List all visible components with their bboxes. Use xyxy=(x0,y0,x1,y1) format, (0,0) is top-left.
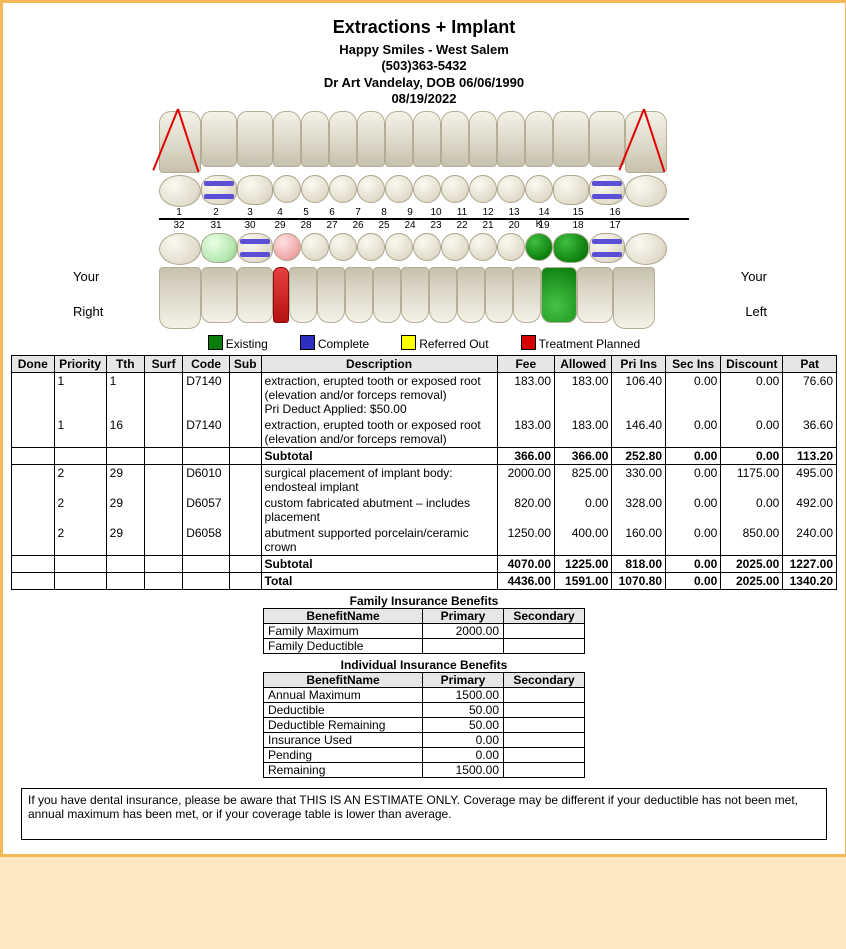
report-title: Extractions + Implant xyxy=(11,17,837,38)
legend-swatch xyxy=(208,335,223,350)
upper-occlusal-row xyxy=(159,175,689,207)
practice-phone: (503)363-5432 xyxy=(11,58,837,74)
side-label-left: Your Left xyxy=(741,269,767,321)
benefit-row: Deductible Remaining50.00 xyxy=(264,718,585,733)
side-label-right: Your Right xyxy=(73,269,103,321)
tooth-chart: Your Right Your Left 1234567891011121314… xyxy=(159,111,689,329)
legend: Existing Complete Referred Out Treatment Pl… xyxy=(11,335,837,351)
lower-numbers-row: 32313029282726252423222120191817 xyxy=(159,219,689,231)
benefit-row: Annual Maximum1500.00 xyxy=(264,688,585,703)
tx-row: 229D6058abutment supported porcelain/cer… xyxy=(12,525,837,556)
legend-item: Referred Out xyxy=(401,337,488,351)
legend-swatch xyxy=(300,335,315,350)
benefit-row: Family Deductible xyxy=(264,639,585,654)
legend-item: Treatment Planned xyxy=(521,337,641,351)
legend-item: Existing xyxy=(208,337,268,351)
tx-row: 116D7140extraction, erupted tooth or exp… xyxy=(12,417,837,448)
tx-subtotal: Subtotal366.00366.00252.800.000.00113.20 xyxy=(12,448,837,465)
legend-swatch xyxy=(521,335,536,350)
family-benefits-title: Family Insurance Benefits xyxy=(11,594,837,608)
benefit-row: Deductible50.00 xyxy=(264,703,585,718)
family-benefits-table: BenefitNamePrimarySecondaryFamily Maximu… xyxy=(263,608,585,654)
legend-item: Complete xyxy=(300,337,369,351)
report-header: Happy Smiles - West Salem (503)363-5432 … xyxy=(11,42,837,107)
legend-swatch xyxy=(401,335,416,350)
report-date: 08/19/2022 xyxy=(11,91,837,107)
tx-row: 229D6057custom fabricated abutment – inc… xyxy=(12,495,837,525)
tx-subtotal: Subtotal4070.001225.00818.000.002025.001… xyxy=(12,556,837,573)
upper-roots-row xyxy=(159,111,689,173)
patient-line: Dr Art Vandelay, DOB 06/06/1990 xyxy=(11,75,837,91)
lower-occlusal-row: K xyxy=(159,233,689,265)
benefit-row: Insurance Used0.00 xyxy=(264,733,585,748)
disclaimer: If you have dental insurance, please be … xyxy=(21,788,827,840)
benefit-row: Pending0.00 xyxy=(264,748,585,763)
individual-benefits-title: Individual Insurance Benefits xyxy=(11,658,837,672)
tx-row: 11D7140extraction, erupted tooth or expo… xyxy=(12,373,837,418)
lower-roots-row xyxy=(159,267,689,329)
practice-name: Happy Smiles - West Salem xyxy=(11,42,837,58)
treatment-table: DonePriorityTthSurfCodeSubDescriptionFee… xyxy=(11,355,837,590)
tx-row: 229D6010surgical placement of implant bo… xyxy=(12,465,837,496)
individual-benefits-table: BenefitNamePrimarySecondaryAnnual Maximu… xyxy=(263,672,585,778)
report-page: Extractions + Implant Happy Smiles - Wes… xyxy=(0,0,846,857)
treatment-table-header: DonePriorityTthSurfCodeSubDescriptionFee… xyxy=(12,356,837,373)
upper-numbers-row: 12345678910111213141516 xyxy=(159,207,689,219)
benefit-row: Family Maximum2000.00 xyxy=(264,624,585,639)
tx-total: Total4436.001591.001070.800.002025.00134… xyxy=(12,573,837,590)
benefit-row: Remaining1500.00 xyxy=(264,763,585,778)
